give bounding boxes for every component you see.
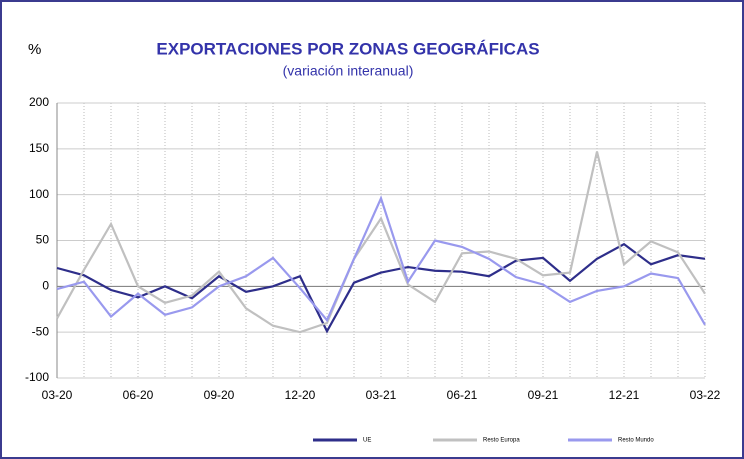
series-line [56,151,706,334]
y-tick-label: 0 [42,279,49,293]
y-tick-label: 100 [29,187,49,201]
x-tick-label: 12-21 [609,388,640,402]
legend-label: Resto Europa [483,438,520,444]
x-tick-label: 06-21 [447,388,478,402]
legend-label: Resto Mundo [618,438,654,444]
legend-label: UE [363,438,371,444]
y-tick-label: 200 [29,95,49,109]
chart-subtitle: (variación interanual) [283,63,414,79]
chart-title: EXPORTACIONES POR ZONAS GEOGRÁFICAS [156,39,539,58]
y-tick-label: -100 [25,370,49,384]
x-tick-label: 06-20 [123,388,154,402]
series-line [56,242,706,334]
y-tick-label: 150 [29,141,49,155]
y-tick-label: 50 [36,233,50,247]
y-tick-label: -50 [32,324,50,338]
x-tick-label: 09-20 [204,388,235,402]
x-tick-label: 03-22 [690,388,721,402]
x-tick-label: 12-20 [285,388,316,402]
series-line [56,195,706,326]
x-tick-label: 03-20 [42,388,73,402]
y-axis-label: % [28,41,41,58]
x-tick-label: 03-21 [366,388,397,402]
x-tick-label: 09-21 [528,388,559,402]
